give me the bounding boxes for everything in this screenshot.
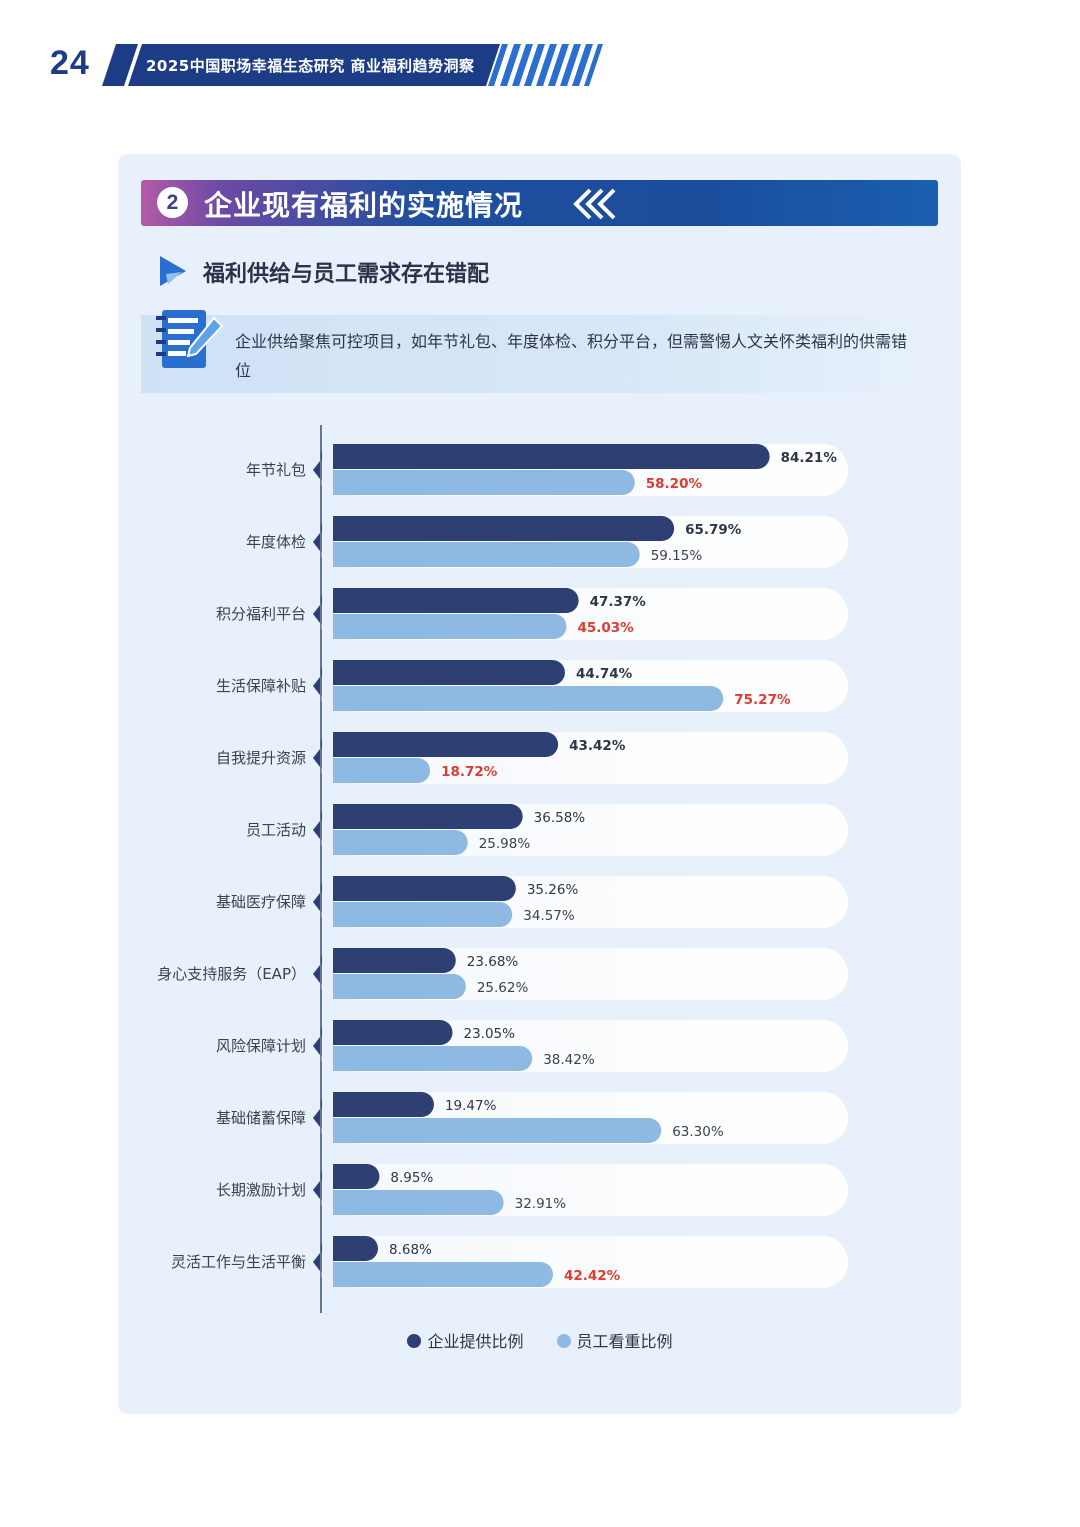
company-value-label: 23.05% <box>464 1026 516 1042</box>
category-label: 身心支持服务（EAP） <box>157 965 306 983</box>
axis-pointer-marker <box>313 749 320 767</box>
chart-legend: 企业提供比例 员工看重比例 <box>0 1328 1080 1352</box>
employee-value-label: 25.98% <box>479 836 531 852</box>
employee-value-label: 58.20% <box>646 476 703 492</box>
company-value-label: 44.74% <box>576 666 633 682</box>
category-label: 年节礼包 <box>246 461 306 479</box>
header-title: 2025中国职场幸福生态研究 商业福利趋势洞察 <box>146 57 475 75</box>
company-value-label: 65.79% <box>685 522 742 538</box>
employee-value-label: 75.27% <box>734 692 791 708</box>
note-text: 企业供给聚焦可控项目，如年节礼包、年度体检、积分平台，但需警惕人文关怀类福利的供… <box>235 332 908 380</box>
employee-value-label: 34.57% <box>523 908 575 924</box>
company-value-label: 23.68% <box>467 954 519 970</box>
axis-pointer-marker <box>313 1109 320 1127</box>
subsection-title: 福利供给与员工需求存在错配 <box>203 262 490 287</box>
axis-pointer-marker <box>313 821 320 839</box>
category-label: 员工活动 <box>246 821 306 839</box>
section-number-badge: 2 <box>157 187 188 218</box>
employee-bar <box>321 686 724 711</box>
employee-value-label: 18.72% <box>441 764 498 780</box>
employee-bar <box>321 902 513 927</box>
employee-value-label: 38.42% <box>543 1052 595 1068</box>
legend-item-employee: 员工看重比例 <box>556 1328 673 1352</box>
company-value-label: 47.37% <box>590 594 647 610</box>
legend-swatch-employee <box>556 1334 571 1348</box>
document-edit-icon <box>156 310 224 368</box>
category-label: 灵活工作与生活平衡 <box>171 1253 306 1271</box>
legend-item-company: 企业提供比例 <box>407 1328 523 1352</box>
axis-pointer-marker <box>313 533 320 551</box>
company-bar <box>321 876 516 901</box>
employee-value-label: 42.42% <box>564 1268 621 1284</box>
axis-gap-mask <box>322 420 333 1320</box>
category-label: 风险保障计划 <box>216 1037 306 1055</box>
employee-bar <box>321 1118 662 1143</box>
double-chevron-left-icon <box>573 188 616 220</box>
company-value-label: 8.95% <box>390 1170 433 1186</box>
header-band <box>102 44 603 86</box>
employee-value-label: 32.91% <box>515 1196 567 1212</box>
axis-pointer-marker <box>313 605 320 623</box>
company-value-label: 36.58% <box>534 810 586 826</box>
employee-bar <box>321 614 567 639</box>
employee-bar <box>321 470 635 495</box>
employee-bar <box>321 758 431 783</box>
employee-bar <box>321 542 640 567</box>
company-bar <box>321 660 565 685</box>
axis-pointer-marker <box>313 1037 320 1055</box>
axis-pointer-marker <box>313 1181 320 1199</box>
company-value-label: 84.21% <box>781 450 838 466</box>
employee-bar <box>321 974 466 999</box>
company-bar <box>321 1020 453 1045</box>
legend-label-company: 企业提供比例 <box>427 1332 524 1351</box>
axis-pointer-marker <box>313 965 320 983</box>
note-box <box>141 315 941 393</box>
company-bar <box>321 804 523 829</box>
category-label: 生活保障补贴 <box>216 677 306 695</box>
company-bar <box>321 1164 380 1189</box>
category-label: 长期激励计划 <box>216 1181 306 1199</box>
legend-label-employee: 员工看重比例 <box>576 1332 673 1351</box>
company-bar <box>321 1236 379 1261</box>
company-value-label: 8.68% <box>389 1242 432 1258</box>
company-bar <box>321 948 456 973</box>
employee-bar <box>321 830 468 855</box>
company-bar <box>321 732 559 757</box>
employee-value-label: 25.62% <box>477 980 529 996</box>
employee-bar <box>321 1046 533 1071</box>
company-bar <box>321 1092 434 1117</box>
category-label: 基础储蓄保障 <box>216 1109 306 1127</box>
company-value-label: 19.47% <box>445 1098 497 1114</box>
employee-value-label: 59.15% <box>651 548 703 564</box>
axis-pointer-marker <box>313 1253 320 1271</box>
axis-pointer-marker <box>313 677 320 695</box>
company-value-label: 35.26% <box>527 882 579 898</box>
page-number: 24 <box>50 44 90 82</box>
employee-bar <box>321 1262 553 1287</box>
axis-pointer-marker <box>313 461 320 479</box>
company-bar <box>321 516 675 541</box>
employee-value-label: 45.03% <box>577 620 634 636</box>
section-title: 企业现有福利的实施情况 <box>204 189 524 222</box>
category-label: 自我提升资源 <box>216 749 306 767</box>
category-label: 年度体检 <box>246 533 306 551</box>
company-bar <box>321 444 770 469</box>
play-triangle-icon <box>160 256 186 286</box>
section-title-bar <box>141 180 938 226</box>
employee-value-label: 63.30% <box>672 1124 724 1140</box>
company-bar <box>321 588 579 613</box>
legend-swatch-company <box>407 1334 422 1348</box>
category-label: 基础医疗保障 <box>216 893 306 911</box>
category-label: 积分福利平台 <box>216 605 306 623</box>
axis-pointer-marker <box>313 893 320 911</box>
employee-bar <box>321 1190 504 1215</box>
company-value-label: 43.42% <box>569 738 626 754</box>
benefit-bar-chart: 年节礼包 84.21% 58.20% 年度体检 65.79% 59.15% 积分福利平台 47… <box>157 420 848 1320</box>
